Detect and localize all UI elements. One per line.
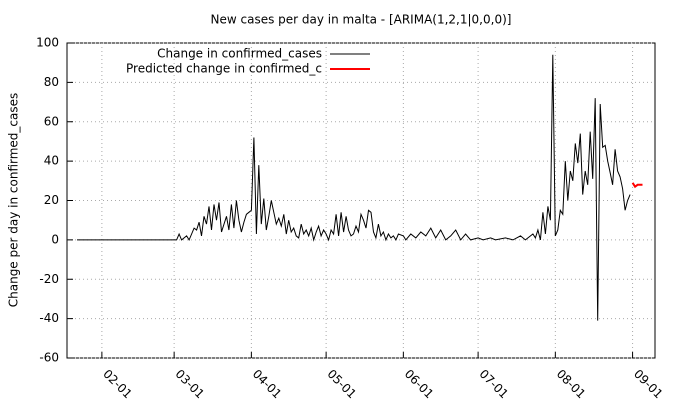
x-tick-label: 03-01 (173, 367, 208, 400)
x-tick-label: 05-01 (325, 367, 360, 400)
x-tick-label: 08-01 (554, 367, 589, 400)
x-tick-label: 09-01 (631, 367, 666, 400)
x-tick-label: 04-01 (250, 367, 285, 400)
data-line (77, 55, 630, 321)
legend-label: Predicted change in confirmed_c (126, 62, 322, 76)
y-tick-label: 80 (44, 75, 59, 89)
y-tick-label: 0 (51, 232, 59, 246)
data-line (633, 183, 643, 187)
y-tick-label: 20 (44, 193, 59, 207)
y-axis-label: Change per day in confirmed_cases (7, 93, 21, 308)
x-tick-label: 02-01 (100, 367, 135, 400)
y-tick-label: 40 (44, 154, 59, 168)
legend-label: Change in confirmed_cases (157, 47, 322, 61)
x-tick-label: 07-01 (477, 367, 512, 400)
y-tick-label: 60 (44, 114, 59, 128)
y-tick-label: -60 (39, 351, 59, 365)
x-tick-label: 06-01 (402, 367, 437, 400)
chart-title: New cases per day in malta - [ARIMA(1,2,… (211, 13, 512, 27)
y-tick-label: 100 (36, 36, 59, 50)
y-tick-label: -20 (39, 272, 59, 286)
y-tick-label: -40 (39, 311, 59, 325)
